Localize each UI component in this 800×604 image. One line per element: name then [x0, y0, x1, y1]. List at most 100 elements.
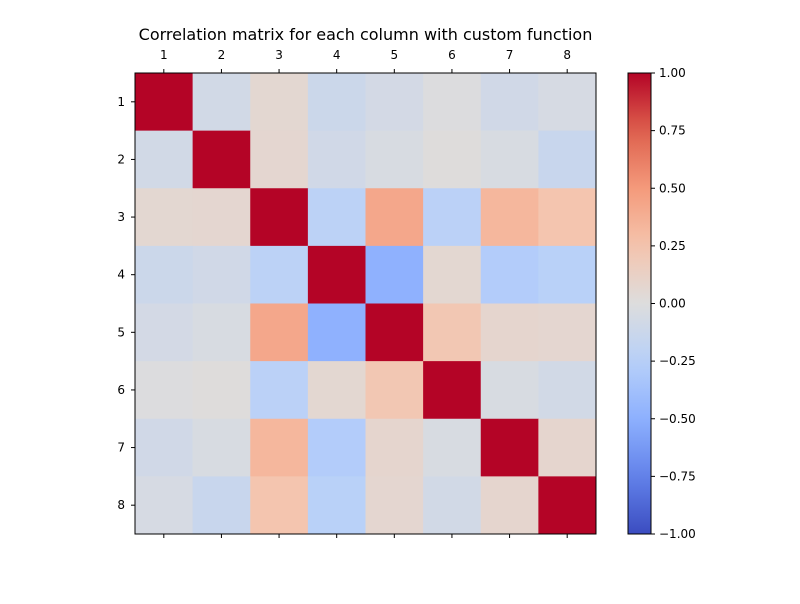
heatmap-cell: [250, 361, 309, 420]
heatmap-cell: [365, 73, 424, 132]
heatmap-cell: [135, 73, 194, 132]
heatmap-cell: [538, 73, 597, 132]
heatmap-cell: [423, 130, 482, 189]
heatmap-cell: [192, 130, 251, 189]
heatmap-cell: [538, 245, 597, 304]
heatmap-cell: [135, 361, 194, 420]
y-tick-label: 2: [117, 152, 125, 166]
heatmap-cell: [480, 73, 539, 132]
x-axis-bottom: [163, 534, 568, 538]
heatmap-cell: [538, 188, 597, 247]
heatmap-cell: [192, 476, 251, 535]
colorbar-tick-label: −0.25: [659, 354, 696, 368]
heatmap-cell: [307, 303, 366, 362]
heatmap-cell: [135, 476, 194, 535]
heatmap-cell: [307, 476, 366, 535]
x-tick-label: 7: [506, 48, 514, 62]
colorbar: 1.00 0.75 0.50 0.25 0.00 −0.25 −0.50 −0.75 −1.00: [627, 66, 696, 541]
heatmap-cell: [538, 130, 597, 189]
heatmap-cell: [365, 418, 424, 477]
y-tick-label: 6: [117, 383, 125, 397]
heatmap-cell: [135, 418, 194, 477]
heatmap-cell: [480, 418, 539, 477]
colorbar-tick-label: 0.00: [659, 297, 686, 311]
y-tick-label: 1: [117, 95, 125, 109]
heatmap-cell: [365, 188, 424, 247]
heatmap-cell: [423, 418, 482, 477]
heatmap-cell: [365, 303, 424, 362]
heatmap-cell: [192, 188, 251, 247]
y-tick-label: 8: [117, 498, 125, 512]
heatmap-cell: [538, 303, 597, 362]
heatmap-cell: [423, 303, 482, 362]
heatmap-cell: [423, 476, 482, 535]
y-tick-label: 5: [117, 325, 125, 339]
heatmap-cell: [192, 303, 251, 362]
heatmap-cell: [192, 418, 251, 477]
heatmap-cell: [135, 245, 194, 304]
heatmap-cell: [307, 361, 366, 420]
x-tick-label: 2: [218, 48, 226, 62]
colorbar-ticks: 1.00 0.75 0.50 0.25 0.00 −0.25 −0.50 −0.75 −1.00: [651, 66, 696, 541]
colorbar-tick-label: 1.00: [659, 66, 686, 80]
x-tick-label: 1: [160, 48, 168, 62]
heatmap-cell: [250, 130, 309, 189]
colorbar-tick-label: −1.00: [659, 527, 696, 541]
heatmap-cell: [192, 73, 251, 132]
x-axis-top: 1 2 3 4 5 6 7 8: [160, 48, 571, 73]
x-tick-label: 4: [333, 48, 341, 62]
heatmap-cell: [135, 303, 194, 362]
heatmap-cells: [135, 73, 597, 535]
y-tick-label: 4: [117, 268, 125, 282]
chart-title: Correlation matrix for each column with …: [139, 25, 593, 44]
heatmap-cell: [423, 188, 482, 247]
heatmap-cell: [423, 73, 482, 132]
heatmap-cell: [365, 245, 424, 304]
heatmap-cell: [480, 361, 539, 420]
colorbar-tick-label: −0.50: [659, 412, 696, 426]
heatmap-cell: [135, 188, 194, 247]
heatmap-cell: [250, 73, 309, 132]
heatmap-cell: [480, 188, 539, 247]
heatmap-cell: [423, 245, 482, 304]
colorbar-gradient: [628, 73, 651, 534]
x-tick-label: 3: [275, 48, 283, 62]
heatmap-cell: [365, 361, 424, 420]
heatmap-cell: [423, 361, 482, 420]
heatmap-cell: [135, 130, 194, 189]
colorbar-tick-label: 0.50: [659, 181, 686, 195]
heatmap-cell: [538, 361, 597, 420]
heatmap-cell: [307, 73, 366, 132]
colorbar-tick-label: 0.75: [659, 124, 686, 138]
heatmap-cell: [250, 245, 309, 304]
heatmap-cell: [538, 476, 597, 535]
heatmap-cell: [538, 418, 597, 477]
heatmap-cell: [307, 188, 366, 247]
colorbar-tick-label: −0.75: [659, 469, 696, 483]
heatmap-cell: [480, 303, 539, 362]
y-tick-label: 3: [117, 210, 125, 224]
heatmap-cell: [250, 476, 309, 535]
heatmap-cell: [307, 245, 366, 304]
heatmap-cell: [307, 418, 366, 477]
x-tick-label: 8: [563, 48, 571, 62]
heatmap-cell: [365, 130, 424, 189]
heatmap-cell: [480, 130, 539, 189]
heatmap-cell: [192, 361, 251, 420]
y-tick-label: 7: [117, 441, 125, 455]
heatmap-cell: [307, 130, 366, 189]
heatmap-frame: [134, 72, 597, 535]
heatmap-cell: [250, 418, 309, 477]
heatmap-cell: [365, 476, 424, 535]
heatmap-cell: [480, 245, 539, 304]
heatmap-cell: [480, 476, 539, 535]
heatmap-cell: [192, 245, 251, 304]
colorbar-tick-label: 0.25: [659, 239, 686, 253]
x-tick-label: 6: [448, 48, 456, 62]
heatmap-cell: [250, 188, 309, 247]
y-axis: 1 2 3 4 5 6 7 8: [117, 95, 135, 512]
x-tick-label: 5: [390, 48, 398, 62]
heatmap-cell: [250, 303, 309, 362]
